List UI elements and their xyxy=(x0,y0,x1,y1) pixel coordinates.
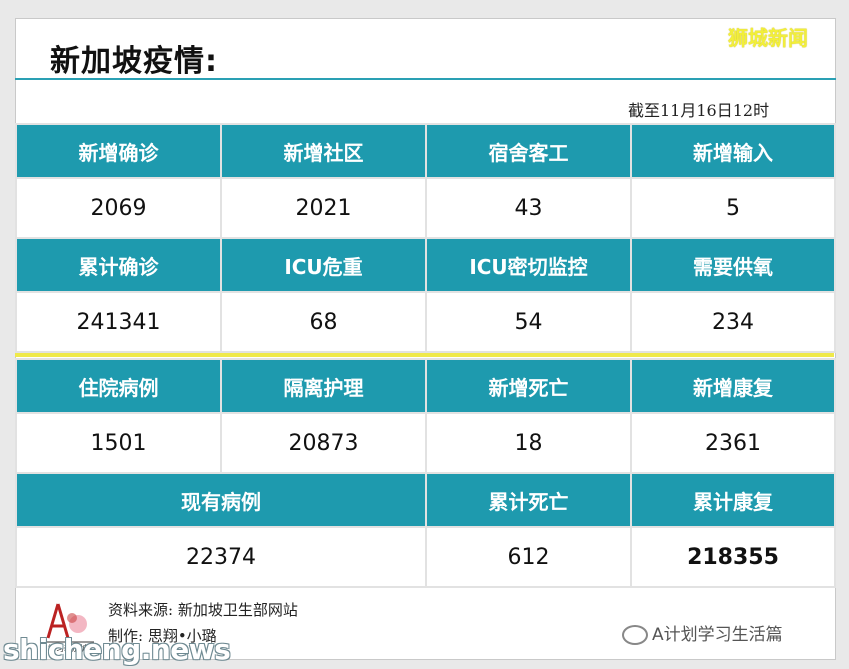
header-new-imported: 新增输入 xyxy=(630,123,836,179)
value-hospitalized: 1501 xyxy=(15,412,222,474)
brand-logo-text: 狮城新闻 xyxy=(728,26,808,50)
source-text: 资料来源: 新加坡卫生部网站 xyxy=(108,601,298,619)
header-icu-critical: ICU危重 xyxy=(220,237,427,293)
value-row: 1501 20873 18 2361 xyxy=(15,412,836,474)
value-row: 241341 68 54 234 xyxy=(15,291,836,353)
value-total-confirmed: 241341 xyxy=(15,291,222,353)
as-of-date: 截至11月16日12时 xyxy=(628,101,770,120)
site-watermark: shicheng.news xyxy=(3,633,231,666)
source-block: 资料来源: 新加坡卫生部网站 制作: 思翔•小璐 xyxy=(108,597,298,649)
value-new-confirmed: 2069 xyxy=(15,177,222,239)
value-oxygen-needed: 234 xyxy=(630,291,836,353)
header-row: 新增确诊 新增社区 宿舍客工 新增输入 xyxy=(15,123,836,179)
header-new-recovered: 新增康复 xyxy=(630,358,836,414)
header-new-community: 新增社区 xyxy=(220,123,427,179)
header-new-deaths: 新增死亡 xyxy=(425,358,632,414)
value-dormitory-workers: 43 xyxy=(425,177,632,239)
wechat-name: A计划学习生活篇 xyxy=(652,625,783,645)
header-new-confirmed: 新增确诊 xyxy=(15,123,222,179)
publisher-logo: 学习新加坡 xyxy=(42,603,94,653)
section-divider xyxy=(15,353,834,357)
value-new-recovered: 2361 xyxy=(630,412,836,474)
page-title: 新加坡疫情: xyxy=(50,44,218,79)
header-active-cases: 现有病例 xyxy=(15,472,427,528)
header-total-recovered: 累计康复 xyxy=(630,472,836,528)
header-row: 住院病例 隔离护理 新增死亡 新增康复 xyxy=(15,358,836,414)
header-row: 现有病例 累计死亡 累计康复 xyxy=(15,472,836,528)
header-isolation-care: 隔离护理 xyxy=(220,358,427,414)
header-icu-monitoring: ICU密切监控 xyxy=(425,237,632,293)
logo-text: 学习新加坡 xyxy=(48,643,88,653)
stats-table-2: 住院病例 隔离护理 新增死亡 新增康复 1501 20873 18 2361 现… xyxy=(15,358,836,588)
stats-table-1: 新增确诊 新增社区 宿舍客工 新增输入 2069 2021 43 5 累计确诊 … xyxy=(15,123,836,353)
value-total-recovered: 218355 xyxy=(630,526,836,588)
value-row: 22374 612 218355 xyxy=(15,526,836,588)
value-icu-monitoring: 54 xyxy=(425,291,632,353)
header-total-deaths: 累计死亡 xyxy=(425,472,632,528)
wechat-account: A计划学习生活篇 xyxy=(622,620,783,645)
header-row: 累计确诊 ICU危重 ICU密切监控 需要供氧 xyxy=(15,237,836,293)
value-new-deaths: 18 xyxy=(425,412,632,474)
title-divider xyxy=(15,78,836,80)
header-total-confirmed: 累计确诊 xyxy=(15,237,222,293)
value-row: 2069 2021 43 5 xyxy=(15,177,836,239)
header-oxygen-needed: 需要供氧 xyxy=(630,237,836,293)
value-total-deaths: 612 xyxy=(425,526,632,588)
header-dormitory-workers: 宿舍客工 xyxy=(425,123,632,179)
value-icu-critical: 68 xyxy=(220,291,427,353)
header-hospitalized: 住院病例 xyxy=(15,358,222,414)
value-active-cases: 22374 xyxy=(15,526,427,588)
value-new-community: 2021 xyxy=(220,177,427,239)
value-isolation-care: 20873 xyxy=(220,412,427,474)
value-new-imported: 5 xyxy=(630,177,836,239)
credit-text: 制作: 思翔•小璐 xyxy=(108,627,217,645)
wechat-icon xyxy=(622,625,648,645)
